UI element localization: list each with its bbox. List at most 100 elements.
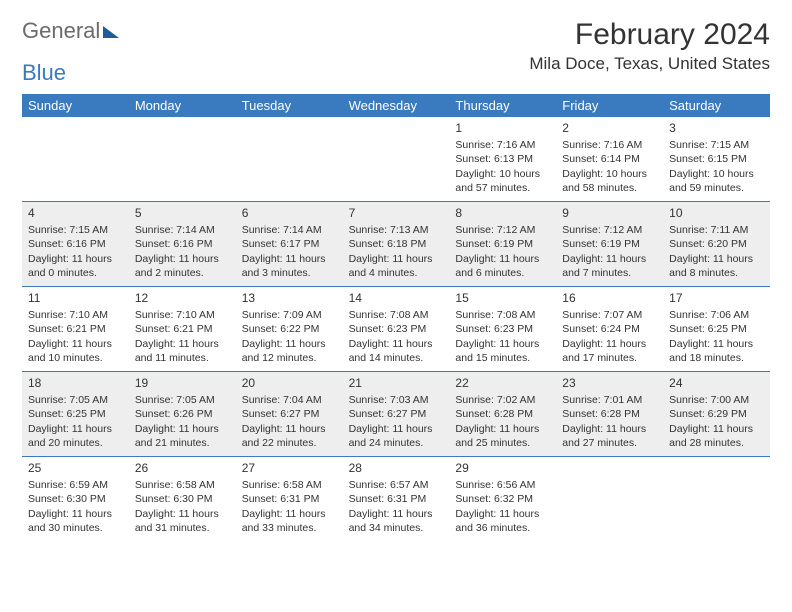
daylight-text: Daylight: 11 hours and 30 minutes. — [28, 507, 123, 535]
daylight-text: Daylight: 10 hours and 58 minutes. — [562, 167, 657, 195]
calendar: SundayMondayTuesdayWednesdayThursdayFrid… — [22, 94, 770, 541]
day-number: 28 — [349, 460, 444, 476]
calendar-week: 4Sunrise: 7:15 AMSunset: 6:16 PMDaylight… — [22, 201, 770, 286]
sunset-text: Sunset: 6:28 PM — [455, 407, 550, 421]
calendar-cell-empty — [663, 457, 770, 541]
sunset-text: Sunset: 6:26 PM — [135, 407, 230, 421]
calendar-cell: 18Sunrise: 7:05 AMSunset: 6:25 PMDayligh… — [22, 372, 129, 456]
calendar-cell: 16Sunrise: 7:07 AMSunset: 6:24 PMDayligh… — [556, 287, 663, 371]
sunset-text: Sunset: 6:19 PM — [562, 237, 657, 251]
calendar-week: 1Sunrise: 7:16 AMSunset: 6:13 PMDaylight… — [22, 117, 770, 201]
sunrise-text: Sunrise: 7:12 AM — [562, 223, 657, 237]
calendar-body: 1Sunrise: 7:16 AMSunset: 6:13 PMDaylight… — [22, 117, 770, 541]
day-number: 18 — [28, 375, 123, 391]
calendar-week: 11Sunrise: 7:10 AMSunset: 6:21 PMDayligh… — [22, 286, 770, 371]
calendar-cell-empty — [556, 457, 663, 541]
sunset-text: Sunset: 6:25 PM — [669, 322, 764, 336]
calendar-cell: 21Sunrise: 7:03 AMSunset: 6:27 PMDayligh… — [343, 372, 450, 456]
calendar-cell: 19Sunrise: 7:05 AMSunset: 6:26 PMDayligh… — [129, 372, 236, 456]
sunrise-text: Sunrise: 6:56 AM — [455, 478, 550, 492]
sunrise-text: Sunrise: 7:12 AM — [455, 223, 550, 237]
logo-word-1: General — [22, 18, 100, 44]
day-number: 9 — [562, 205, 657, 221]
calendar-cell: 26Sunrise: 6:58 AMSunset: 6:30 PMDayligh… — [129, 457, 236, 541]
sunset-text: Sunset: 6:15 PM — [669, 152, 764, 166]
calendar-cell: 6Sunrise: 7:14 AMSunset: 6:17 PMDaylight… — [236, 202, 343, 286]
sunrise-text: Sunrise: 6:59 AM — [28, 478, 123, 492]
calendar-cell: 10Sunrise: 7:11 AMSunset: 6:20 PMDayligh… — [663, 202, 770, 286]
daylight-text: Daylight: 11 hours and 12 minutes. — [242, 337, 337, 365]
daylight-text: Daylight: 11 hours and 10 minutes. — [28, 337, 123, 365]
calendar-cell: 20Sunrise: 7:04 AMSunset: 6:27 PMDayligh… — [236, 372, 343, 456]
day-number: 8 — [455, 205, 550, 221]
daylight-text: Daylight: 11 hours and 27 minutes. — [562, 422, 657, 450]
month-title: February 2024 — [529, 18, 770, 52]
daylight-text: Daylight: 11 hours and 2 minutes. — [135, 252, 230, 280]
logo-triangle-icon — [103, 26, 119, 38]
sunrise-text: Sunrise: 7:04 AM — [242, 393, 337, 407]
day-number: 21 — [349, 375, 444, 391]
day-number: 22 — [455, 375, 550, 391]
calendar-cell: 27Sunrise: 6:58 AMSunset: 6:31 PMDayligh… — [236, 457, 343, 541]
location-label: Mila Doce, Texas, United States — [529, 54, 770, 74]
weekday-header-row: SundayMondayTuesdayWednesdayThursdayFrid… — [22, 94, 770, 117]
calendar-cell: 9Sunrise: 7:12 AMSunset: 6:19 PMDaylight… — [556, 202, 663, 286]
sunrise-text: Sunrise: 7:15 AM — [669, 138, 764, 152]
daylight-text: Daylight: 11 hours and 18 minutes. — [669, 337, 764, 365]
sunrise-text: Sunrise: 7:14 AM — [242, 223, 337, 237]
calendar-cell: 3Sunrise: 7:15 AMSunset: 6:15 PMDaylight… — [663, 117, 770, 201]
sunset-text: Sunset: 6:22 PM — [242, 322, 337, 336]
day-number: 10 — [669, 205, 764, 221]
daylight-text: Daylight: 11 hours and 25 minutes. — [455, 422, 550, 450]
daylight-text: Daylight: 11 hours and 3 minutes. — [242, 252, 337, 280]
weekday-header: Thursday — [449, 94, 556, 117]
calendar-cell: 15Sunrise: 7:08 AMSunset: 6:23 PMDayligh… — [449, 287, 556, 371]
sunset-text: Sunset: 6:14 PM — [562, 152, 657, 166]
calendar-week: 25Sunrise: 6:59 AMSunset: 6:30 PMDayligh… — [22, 456, 770, 541]
sunrise-text: Sunrise: 7:15 AM — [28, 223, 123, 237]
sunset-text: Sunset: 6:31 PM — [349, 492, 444, 506]
weekday-header: Monday — [129, 94, 236, 117]
title-block: February 2024 Mila Doce, Texas, United S… — [529, 18, 770, 74]
sunrise-text: Sunrise: 7:05 AM — [28, 393, 123, 407]
sunset-text: Sunset: 6:29 PM — [669, 407, 764, 421]
sunset-text: Sunset: 6:23 PM — [349, 322, 444, 336]
sunset-text: Sunset: 6:13 PM — [455, 152, 550, 166]
sunset-text: Sunset: 6:21 PM — [135, 322, 230, 336]
sunset-text: Sunset: 6:24 PM — [562, 322, 657, 336]
sunrise-text: Sunrise: 7:03 AM — [349, 393, 444, 407]
sunrise-text: Sunrise: 6:57 AM — [349, 478, 444, 492]
day-number: 17 — [669, 290, 764, 306]
daylight-text: Daylight: 11 hours and 17 minutes. — [562, 337, 657, 365]
weekday-header: Friday — [556, 94, 663, 117]
calendar-cell: 5Sunrise: 7:14 AMSunset: 6:16 PMDaylight… — [129, 202, 236, 286]
calendar-cell: 24Sunrise: 7:00 AMSunset: 6:29 PMDayligh… — [663, 372, 770, 456]
sunrise-text: Sunrise: 7:05 AM — [135, 393, 230, 407]
sunrise-text: Sunrise: 7:16 AM — [562, 138, 657, 152]
daylight-text: Daylight: 11 hours and 15 minutes. — [455, 337, 550, 365]
day-number: 11 — [28, 290, 123, 306]
sunrise-text: Sunrise: 6:58 AM — [135, 478, 230, 492]
sunset-text: Sunset: 6:16 PM — [28, 237, 123, 251]
day-number: 2 — [562, 120, 657, 136]
daylight-text: Daylight: 10 hours and 59 minutes. — [669, 167, 764, 195]
sunset-text: Sunset: 6:32 PM — [455, 492, 550, 506]
daylight-text: Daylight: 11 hours and 28 minutes. — [669, 422, 764, 450]
sunset-text: Sunset: 6:23 PM — [455, 322, 550, 336]
sunset-text: Sunset: 6:27 PM — [242, 407, 337, 421]
sunset-text: Sunset: 6:19 PM — [455, 237, 550, 251]
calendar-cell: 8Sunrise: 7:12 AMSunset: 6:19 PMDaylight… — [449, 202, 556, 286]
calendar-cell-empty — [236, 117, 343, 201]
daylight-text: Daylight: 11 hours and 34 minutes. — [349, 507, 444, 535]
sunrise-text: Sunrise: 7:09 AM — [242, 308, 337, 322]
sunset-text: Sunset: 6:21 PM — [28, 322, 123, 336]
day-number: 23 — [562, 375, 657, 391]
calendar-cell: 11Sunrise: 7:10 AMSunset: 6:21 PMDayligh… — [22, 287, 129, 371]
sunset-text: Sunset: 6:16 PM — [135, 237, 230, 251]
day-number: 24 — [669, 375, 764, 391]
day-number: 25 — [28, 460, 123, 476]
sunrise-text: Sunrise: 7:07 AM — [562, 308, 657, 322]
sunrise-text: Sunrise: 7:13 AM — [349, 223, 444, 237]
day-number: 26 — [135, 460, 230, 476]
day-number: 27 — [242, 460, 337, 476]
